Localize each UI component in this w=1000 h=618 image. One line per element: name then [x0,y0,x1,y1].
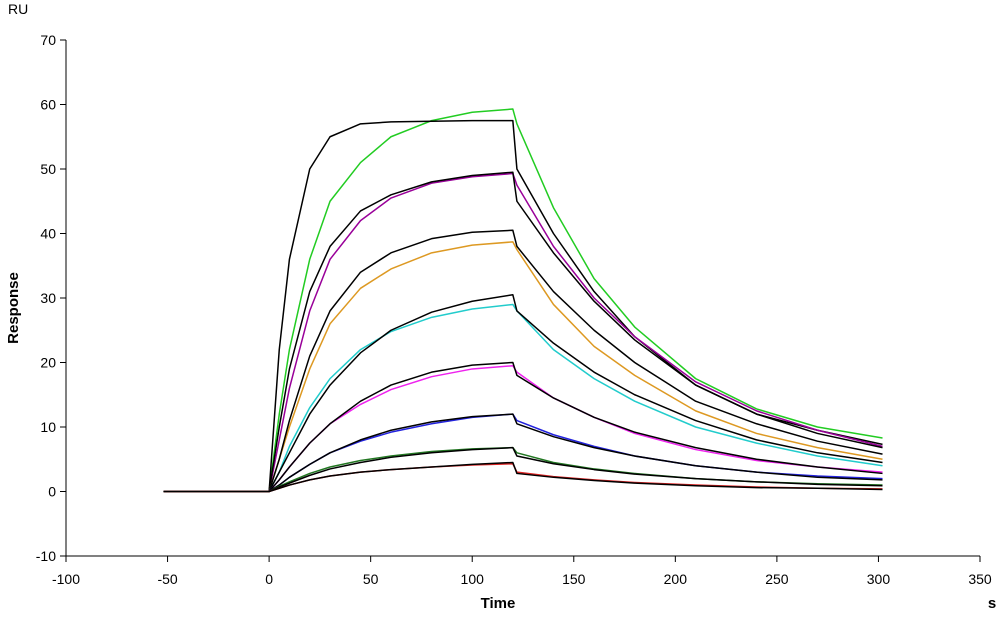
sensorgram-line [163,171,883,493]
y-unit: RU [8,1,28,17]
y-tick-label: -10 [36,548,56,564]
sensorgram-line [163,294,883,493]
sensorgram-line [163,361,883,493]
sensorgram-line [163,446,883,493]
y-tick-label: 60 [40,97,56,113]
sensorgram-line [163,229,883,493]
y-tick-label: 10 [40,419,56,435]
y-axis-title: Response [5,272,22,344]
x-tick-label: 300 [867,571,891,587]
x-tick-label: 100 [461,571,485,587]
y-tick-label: 20 [40,355,56,371]
x-tick-label: -50 [157,571,177,587]
y-tick-label: 30 [40,290,56,306]
sensorgram-line [163,119,883,493]
y-tick-label: 40 [40,226,56,242]
x-tick-label: 0 [265,571,273,587]
x-tick-label: 250 [765,571,789,587]
sensorgram-line [163,461,883,493]
sensorgram-line [163,172,883,493]
x-tick-label: 150 [562,571,586,587]
x-tick-label: 200 [664,571,688,587]
y-tick-label: 0 [48,484,56,500]
x-axis-title: Time [481,595,516,612]
x-tick-label: 350 [968,571,992,587]
sensorgram-line [163,413,883,493]
sensorgram-line [163,108,883,493]
y-tick-label: 50 [40,161,56,177]
x-tick-label: 50 [363,571,379,587]
x-tick-label: -100 [52,571,80,587]
x-unit: s [988,595,996,612]
y-tick-label: 70 [40,32,56,48]
